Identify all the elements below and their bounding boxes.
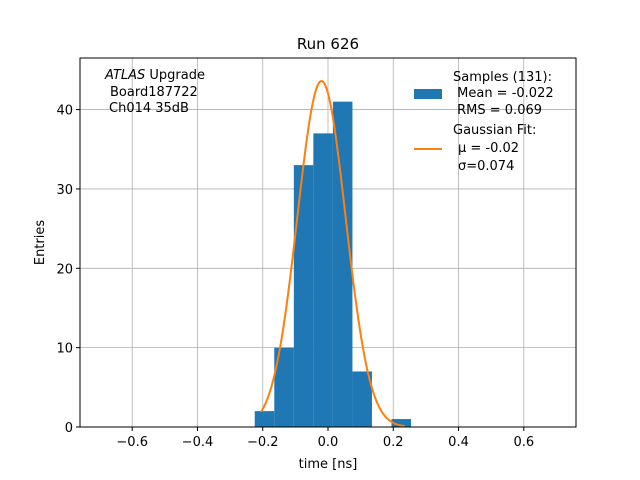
legend: Samples (131): Mean = -0.022 RMS = 0.069…	[414, 70, 554, 174]
y-tick-label: 40	[56, 104, 73, 119]
histogram-bar	[332, 101, 353, 427]
y-tick-label: 30	[56, 183, 73, 198]
x-axis-label: time [ns]	[299, 457, 358, 472]
histogram-bar	[274, 347, 294, 427]
x-tick-label: −0.4	[182, 435, 214, 450]
y-axis-ticks: 0 10 20 30 40	[56, 104, 80, 436]
x-tick-label: 0.2	[383, 435, 404, 450]
channel-label: Ch014 35dB	[109, 101, 189, 116]
y-axis-label: Entries	[33, 220, 48, 266]
x-tick-label: 0.0	[318, 435, 339, 450]
x-tick-label: 0.4	[448, 435, 469, 450]
histogram-bar	[293, 165, 314, 427]
board-label: Board187722	[110, 85, 198, 100]
histogram-bars	[254, 101, 412, 428]
y-tick-label: 10	[56, 342, 73, 357]
gaussian-fit-line	[260, 79, 405, 428]
chart-title: Run 626	[297, 35, 359, 53]
x-tick-label: 0.6	[513, 435, 534, 450]
legend-samples-label: Samples (131):	[453, 70, 552, 85]
histogram-bar	[352, 371, 372, 427]
atlas-annotation-line1: ATLAS Upgrade	[104, 68, 205, 83]
legend-rms-label: RMS = 0.069	[453, 103, 542, 118]
legend-mu-label: μ = -0.02	[458, 141, 519, 156]
y-tick-label: 0	[65, 421, 73, 436]
histogram-bar	[391, 419, 412, 427]
atlas-label: ATLAS	[104, 68, 145, 83]
histogram-bar	[254, 411, 275, 427]
x-tick-label: −0.2	[247, 435, 279, 450]
histogram-bar	[313, 133, 333, 428]
legend-samples-swatch	[414, 89, 442, 99]
legend-sigma-label: σ=0.074	[458, 159, 514, 174]
x-axis-ticks: −0.6 −0.4 −0.2 0.0 0.2 0.4 0.6	[116, 427, 534, 450]
y-tick-label: 20	[56, 262, 73, 277]
legend-fit-label: Gaussian Fit:	[453, 123, 536, 138]
upgrade-label: Upgrade	[145, 68, 205, 83]
legend-mean-label: Mean = -0.022	[453, 86, 554, 101]
x-tick-label: −0.6	[116, 435, 148, 450]
